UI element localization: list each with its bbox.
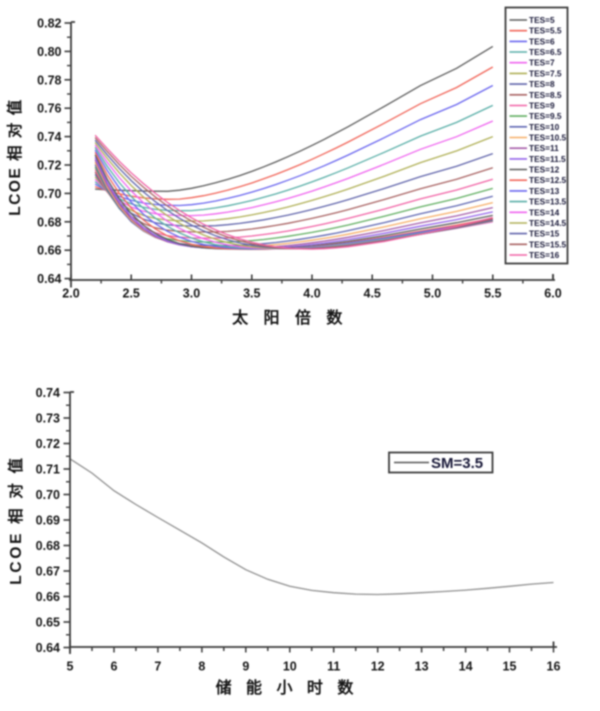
svg-text:5.0: 5.0: [424, 287, 441, 301]
svg-text:TES=13.5: TES=13.5: [529, 197, 567, 207]
svg-text:TES=14: TES=14: [529, 207, 560, 217]
svg-text:7: 7: [154, 660, 161, 674]
svg-text:0.78: 0.78: [37, 73, 61, 87]
svg-text:0.71: 0.71: [36, 463, 60, 477]
svg-text:0.73: 0.73: [36, 412, 60, 426]
svg-text:TES=11.5: TES=11.5: [529, 154, 566, 164]
svg-text:0.68: 0.68: [36, 539, 60, 553]
svg-text:3.5: 3.5: [243, 287, 260, 301]
svg-text:6: 6: [111, 660, 118, 674]
svg-text:0.69: 0.69: [36, 514, 60, 528]
svg-text:SM=3.5: SM=3.5: [431, 455, 483, 472]
svg-text:0.72: 0.72: [36, 437, 60, 451]
svg-text:0.74: 0.74: [36, 386, 60, 400]
svg-text:LCOE 相 对 值: LCOE 相 对 值: [6, 455, 25, 584]
svg-text:0.67: 0.67: [36, 565, 60, 579]
svg-text:TES=9: TES=9: [529, 101, 555, 111]
svg-text:0.66: 0.66: [37, 244, 61, 258]
svg-text:2.0: 2.0: [62, 287, 79, 301]
svg-text:TES=11: TES=11: [529, 143, 559, 153]
svg-text:TES=14.5: TES=14.5: [529, 218, 567, 228]
svg-text:0.80: 0.80: [37, 45, 61, 59]
svg-text:13: 13: [415, 660, 429, 674]
svg-text:TES=6: TES=6: [529, 36, 555, 46]
svg-text:TES=7.5: TES=7.5: [529, 68, 562, 78]
svg-text:5.5: 5.5: [484, 287, 501, 301]
svg-text:10: 10: [283, 660, 297, 674]
svg-text:TES=16: TES=16: [529, 250, 560, 260]
svg-text:TES=8.5: TES=8.5: [529, 90, 562, 100]
svg-text:0.64: 0.64: [36, 641, 60, 655]
svg-text:0.72: 0.72: [37, 159, 61, 173]
svg-text:太 阳 倍 数: 太 阳 倍 数: [231, 308, 348, 327]
svg-text:TES=8: TES=8: [529, 79, 555, 89]
svg-text:0.76: 0.76: [37, 102, 61, 116]
svg-text:LCOE 相 对 值: LCOE 相 对 值: [5, 98, 24, 215]
svg-text:14: 14: [459, 660, 473, 674]
svg-text:16: 16: [547, 660, 561, 674]
svg-text:8: 8: [198, 660, 205, 674]
svg-text:TES=12: TES=12: [529, 165, 560, 175]
svg-text:TES=15.5: TES=15.5: [529, 239, 567, 249]
svg-text:11: 11: [327, 660, 340, 674]
svg-text:4.0: 4.0: [303, 287, 320, 301]
svg-text:TES=12.5: TES=12.5: [529, 175, 567, 185]
svg-text:TES=15: TES=15: [529, 229, 560, 239]
svg-text:储 能 小 时 数: 储 能 小 时 数: [215, 678, 359, 697]
svg-text:0.65: 0.65: [36, 616, 60, 630]
svg-text:TES=9.5: TES=9.5: [529, 111, 562, 121]
svg-text:15: 15: [503, 660, 517, 674]
svg-text:TES=10.5: TES=10.5: [529, 133, 567, 143]
svg-text:3.0: 3.0: [183, 287, 200, 301]
svg-text:12: 12: [371, 660, 385, 674]
svg-text:TES=13: TES=13: [529, 186, 560, 196]
svg-text:0.70: 0.70: [37, 187, 61, 201]
svg-text:TES=5: TES=5: [529, 15, 555, 25]
svg-text:0.66: 0.66: [36, 590, 60, 604]
svg-text:4.5: 4.5: [364, 287, 381, 301]
svg-text:TES=10: TES=10: [529, 122, 560, 132]
svg-text:9: 9: [242, 660, 249, 674]
svg-text:0.74: 0.74: [37, 130, 61, 144]
svg-text:6.0: 6.0: [544, 287, 561, 301]
svg-text:0.68: 0.68: [37, 215, 61, 229]
svg-text:0.70: 0.70: [36, 488, 60, 502]
svg-text:TES=5.5: TES=5.5: [529, 26, 562, 36]
svg-text:0.82: 0.82: [37, 17, 61, 31]
svg-text:0.64: 0.64: [37, 272, 61, 286]
svg-text:5: 5: [67, 660, 74, 674]
svg-text:TES=7: TES=7: [529, 58, 555, 68]
svg-text:TES=6.5: TES=6.5: [529, 47, 562, 57]
svg-text:2.5: 2.5: [123, 287, 140, 301]
